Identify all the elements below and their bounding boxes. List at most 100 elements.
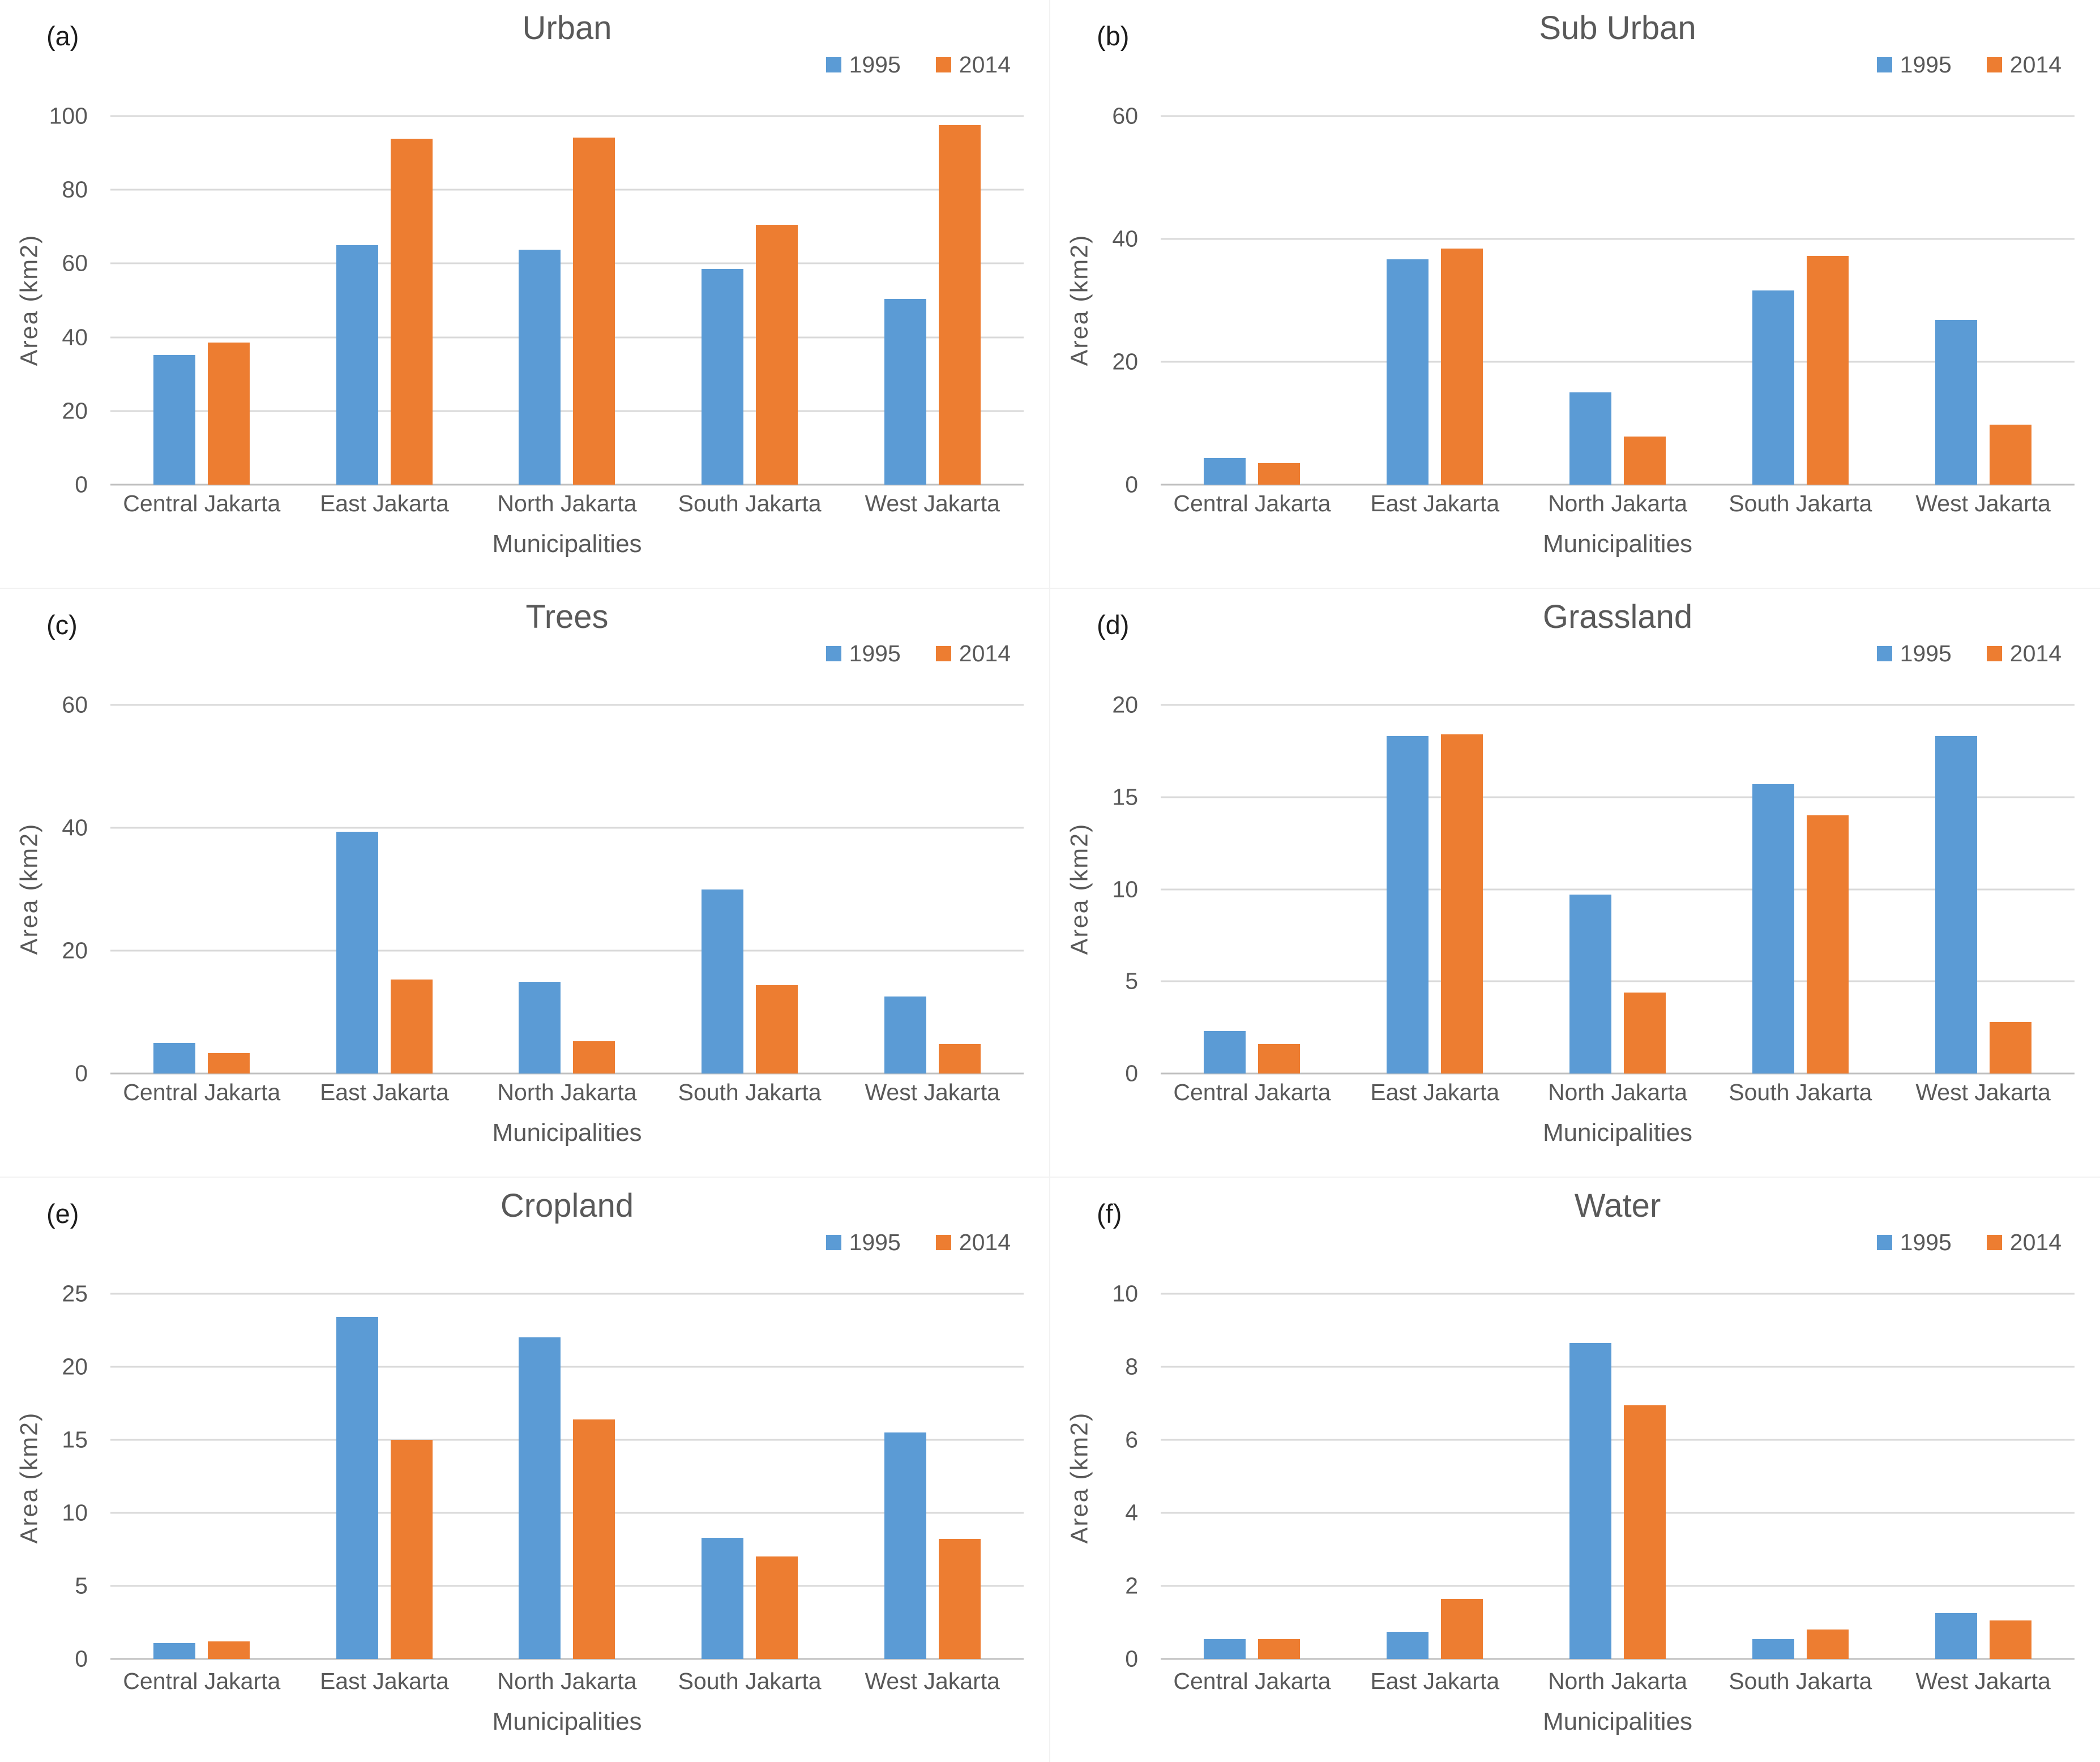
- bar-2014: [756, 985, 798, 1074]
- bar-group: [110, 116, 293, 485]
- bar-1995: [884, 1432, 926, 1659]
- gridline: [110, 950, 1024, 952]
- legend-label: 1995: [1900, 640, 1952, 666]
- bar-2014: [573, 137, 615, 485]
- bar-2014: [390, 1440, 433, 1659]
- x-category-label: West Jakarta: [1915, 490, 2051, 516]
- chart-panel-cropland: (e) Cropland 1995 2014 Area (km2) 0 5 10 15 2…: [0, 1178, 1050, 1762]
- gridline: [110, 115, 1024, 117]
- bar-group: [1344, 116, 1526, 485]
- bar-2014: [1441, 1598, 1483, 1659]
- gridline: [1161, 1512, 2075, 1514]
- bar-group: [841, 116, 1024, 485]
- legend-swatch: [1986, 1235, 2002, 1250]
- bar-1995: [336, 1317, 378, 1659]
- bar-2014: [756, 1556, 798, 1659]
- x-category-label: West Jakarta: [865, 490, 1000, 516]
- x-category-label: East Jakarta: [1370, 1668, 1500, 1694]
- bar-2014: [1806, 1630, 1849, 1659]
- x-category-label: South Jakarta: [1729, 1668, 1872, 1694]
- y-tick-label: 0: [75, 1060, 88, 1087]
- y-tick-label: 8: [1125, 1353, 1138, 1380]
- chart-title: Water: [1574, 1187, 1661, 1224]
- bar-group: [293, 705, 476, 1074]
- y-tick-label: 40: [62, 814, 88, 841]
- legend-item-1995: 1995: [1876, 640, 1952, 666]
- gridline: [1161, 796, 2075, 798]
- y-tick-label: 40: [62, 324, 88, 350]
- legend-swatch: [1876, 57, 1892, 72]
- bar-1995: [1935, 1613, 1977, 1659]
- x-category-label: West Jakarta: [865, 1668, 1000, 1694]
- bar-group: [1526, 116, 1709, 485]
- bar-2014: [1623, 992, 1666, 1074]
- panel-letter: (b): [1097, 21, 1130, 51]
- legend-swatch: [1986, 57, 2002, 72]
- panel-letter: (d): [1097, 610, 1130, 640]
- plot-area: 0 2 4 6 8 10: [1112, 1282, 2075, 1670]
- y-tick-label: 5: [75, 1572, 88, 1599]
- x-axis-line: [110, 484, 1024, 486]
- x-category-label: East Jakarta: [319, 1079, 449, 1105]
- bar-2014: [1806, 815, 1849, 1074]
- bar-group: [293, 116, 476, 485]
- bar-group: [1892, 705, 2075, 1074]
- x-category-label: West Jakarta: [1915, 1079, 2051, 1105]
- bar-group: [476, 1294, 658, 1659]
- legend-item-2014: 2014: [935, 53, 1011, 76]
- x-category-label: Central Jakarta: [1173, 1668, 1331, 1694]
- bar-2014: [1623, 1405, 1666, 1659]
- bar-2014: [573, 1041, 615, 1074]
- bar-group: [1526, 1294, 1709, 1659]
- bar-2014: [390, 980, 433, 1074]
- gridline: [1161, 980, 2075, 982]
- x-category-label: South Jakarta: [678, 490, 822, 516]
- gridline: [110, 336, 1024, 339]
- gridline: [110, 704, 1024, 706]
- x-category-label: Central Jakarta: [123, 1668, 281, 1694]
- gridline: [110, 410, 1024, 412]
- gridline: [1161, 704, 2075, 706]
- bar-1995: [884, 298, 926, 485]
- gridline: [110, 1366, 1024, 1368]
- y-tick-label: 15: [1112, 784, 1138, 810]
- legend-item-1995: 1995: [1876, 1231, 1952, 1254]
- chart-panel-urban: (a) Urban 1995 2014 Area (km2) 0 20 40 60 80 1…: [0, 0, 1050, 589]
- bar-group: [293, 1294, 476, 1659]
- y-axis-label: Area (km2): [1066, 823, 1093, 955]
- gridline: [110, 1293, 1024, 1295]
- legend-item-2014: 2014: [935, 1231, 1011, 1254]
- legend-item-2014: 2014: [1986, 642, 2061, 665]
- bar-2014: [938, 1043, 981, 1074]
- legend-label: 1995: [849, 640, 901, 666]
- bar-1995: [153, 1643, 196, 1659]
- bar-group: [1161, 116, 1344, 485]
- x-category-label: North Jakarta: [497, 1079, 637, 1105]
- bar-1995: [1204, 458, 1246, 485]
- y-tick-label: 0: [1125, 1060, 1138, 1087]
- chart-panel-water: (f) Water 1995 2014 Area (km2) 0 2 4 6 8 10 Ce…: [1050, 1178, 2100, 1762]
- bar-1995: [1387, 259, 1429, 485]
- legend-label: 1995: [849, 1229, 901, 1255]
- y-tick-label: 4: [1125, 1499, 1138, 1526]
- bar-group: [658, 116, 841, 485]
- x-category-label: South Jakarta: [678, 1079, 822, 1105]
- y-tick-label: 6: [1125, 1426, 1138, 1453]
- bar-1995: [1569, 392, 1611, 485]
- x-category-label: North Jakarta: [497, 1668, 637, 1694]
- gridline: [110, 1512, 1024, 1514]
- legend-label: 1995: [1900, 52, 1952, 78]
- bar-1995: [1935, 320, 1977, 485]
- chart-title: Urban: [522, 10, 612, 46]
- chart-legend: 1995 2014: [826, 642, 1011, 665]
- gridline: [1161, 1293, 2075, 1295]
- panel-letter: (e): [46, 1199, 79, 1229]
- x-axis-line: [110, 1072, 1024, 1075]
- legend-item-1995: 1995: [826, 53, 901, 76]
- bar-group: [1892, 116, 2075, 485]
- bar-group: [110, 1294, 293, 1659]
- legend-label: 2014: [959, 640, 1011, 666]
- bar-2014: [1441, 734, 1483, 1074]
- x-category-labels: Central Jakarta East Jakarta North Jakarta…: [1161, 1079, 2075, 1109]
- bar-2014: [208, 1641, 250, 1659]
